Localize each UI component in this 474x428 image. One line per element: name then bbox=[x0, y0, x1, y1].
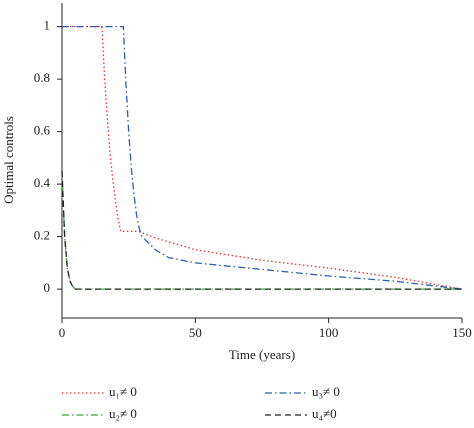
x-axis-label: Time (years) bbox=[229, 347, 295, 362]
x-tick-label: 150 bbox=[452, 325, 472, 340]
x-tick-label: 0 bbox=[59, 325, 66, 340]
series-line bbox=[61, 170, 462, 290]
legend-label: u₁≠ 0 bbox=[109, 384, 137, 399]
legend-label: u₂≠ 0 bbox=[109, 406, 137, 421]
y-tick-label: 0.2 bbox=[34, 228, 50, 243]
y-axis-label: Optimal controls bbox=[1, 116, 16, 204]
y-tick-label: 0.4 bbox=[34, 175, 51, 190]
y-tick-label: 0.8 bbox=[34, 70, 50, 85]
x-tick-label: 100 bbox=[319, 325, 339, 340]
series-line bbox=[62, 25, 463, 290]
y-tick-label: 0 bbox=[44, 280, 51, 295]
x-tick-label: 50 bbox=[189, 325, 202, 340]
y-tick-label: 1 bbox=[44, 18, 51, 33]
y-tick-label: 0.6 bbox=[34, 123, 51, 138]
series-line bbox=[61, 170, 462, 290]
series-line bbox=[62, 25, 463, 290]
legend-label: u₄≠0 bbox=[312, 406, 337, 421]
legend-label: u₃≠ 0 bbox=[312, 384, 340, 399]
